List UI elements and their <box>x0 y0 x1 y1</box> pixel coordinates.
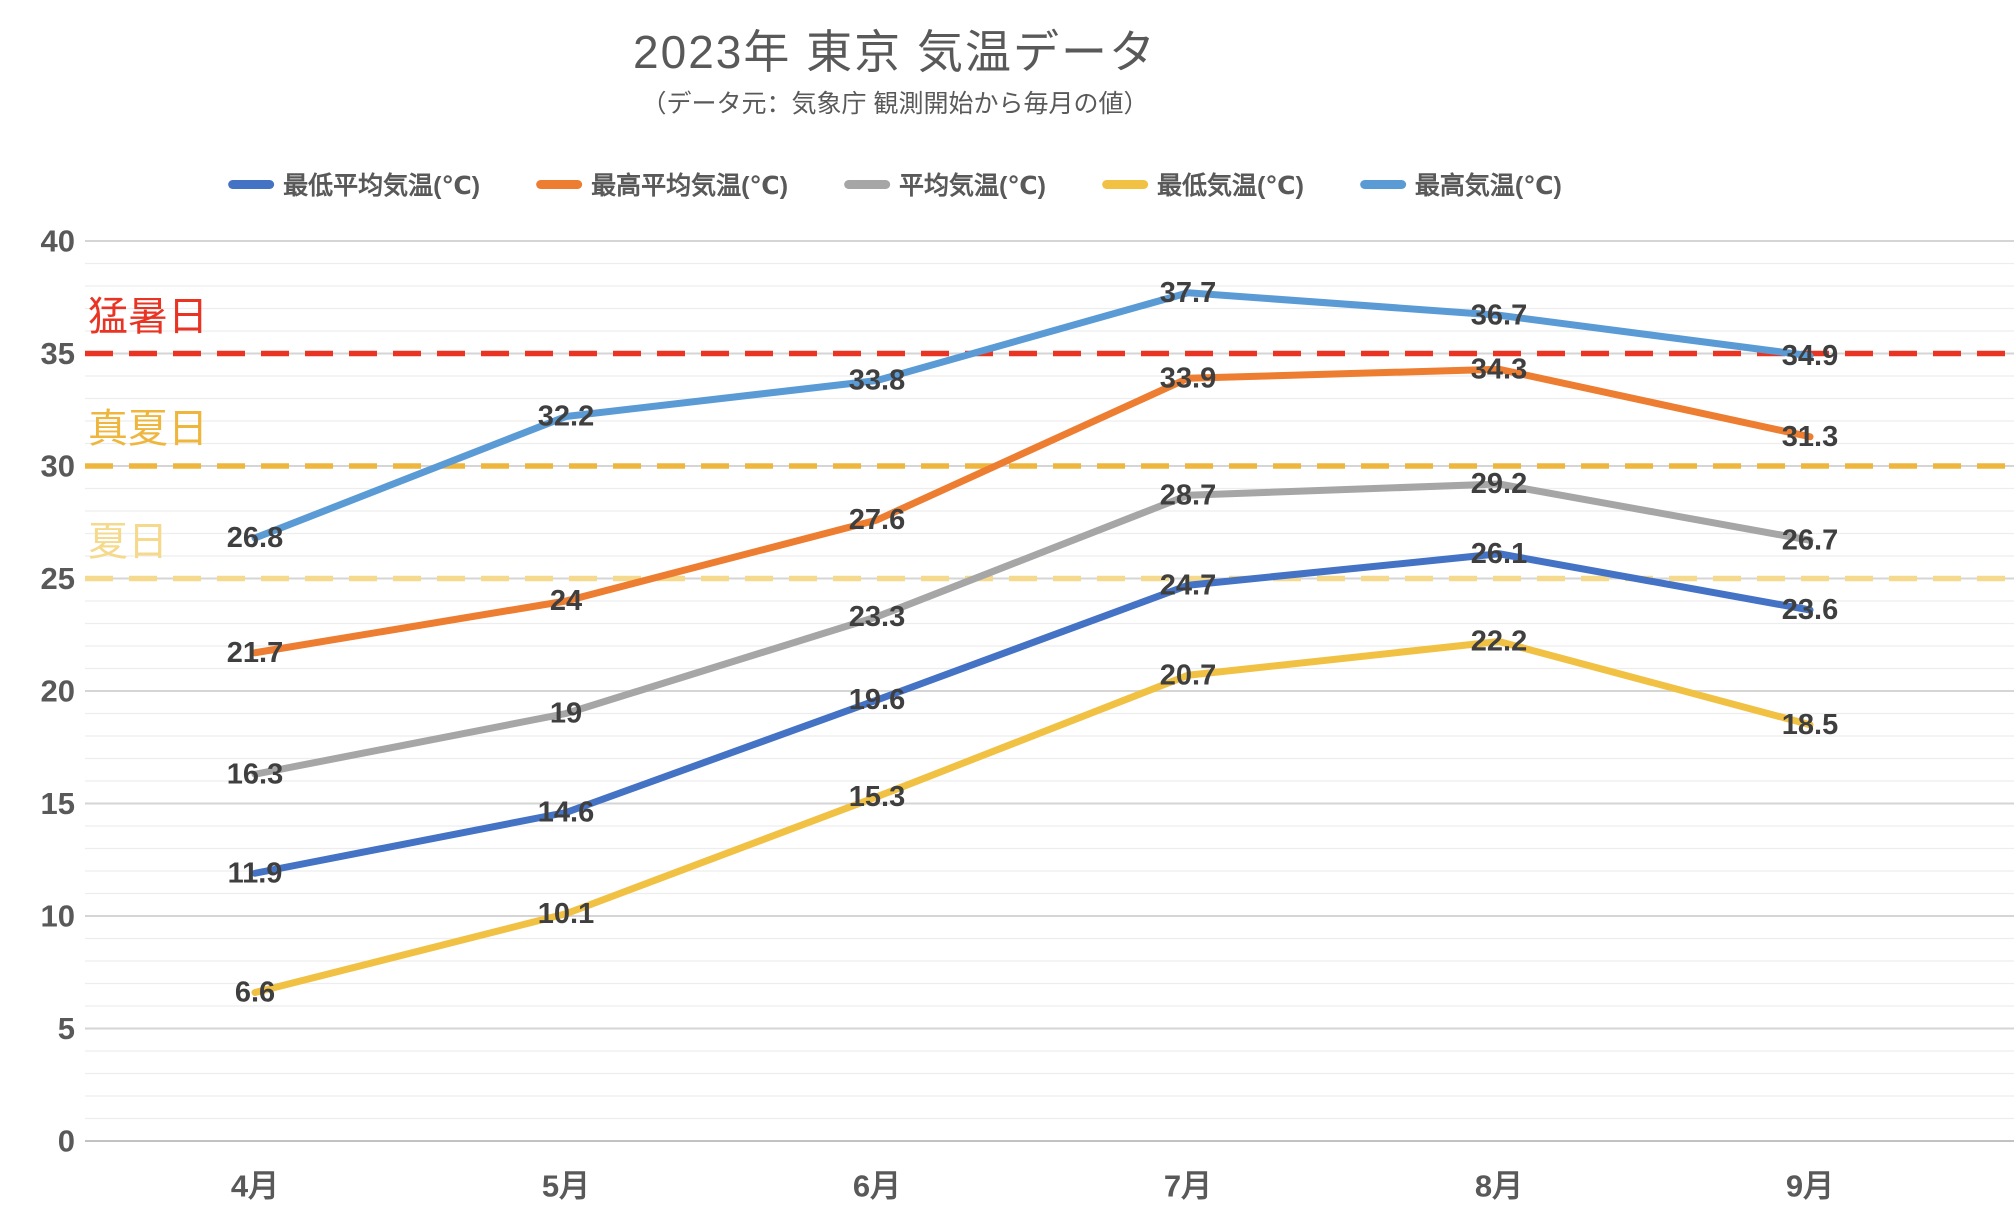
chart-legend: 最低平均気温(℃) 最高平均気温(℃) 平均気温(℃) 最低気温(℃) 最高気温(℃) <box>228 166 1562 202</box>
series-line-3 <box>251 638 1814 996</box>
y-tick-label: 35 <box>41 336 75 371</box>
x-tick-label: 9月 <box>1786 1169 1834 1204</box>
data-label: 23.3 <box>849 601 905 633</box>
data-label: 26.1 <box>1471 538 1527 570</box>
legend-label: 最低平均気温(℃) <box>283 172 481 200</box>
data-label: 37.7 <box>1160 277 1216 309</box>
data-label: 22.2 <box>1471 626 1527 658</box>
x-tick-label: 8月 <box>1475 1169 1523 1204</box>
y-tick-label: 10 <box>41 899 75 934</box>
reference-line-label-2: 夏日 <box>88 519 168 564</box>
data-label: 26.8 <box>227 522 283 554</box>
y-tick-label: 0 <box>58 1124 75 1159</box>
y-tick-label: 5 <box>58 1011 75 1046</box>
x-axis-labels: 4月 5月 6月 7月 8月 9月 <box>231 1169 1834 1204</box>
legend-item-0: 最低平均気温(℃) <box>228 166 480 202</box>
reference-line-label-1: 真夏日 <box>88 407 208 451</box>
reference-line-label-0: 猛暑日 <box>88 294 208 339</box>
data-label: 31.3 <box>1782 421 1838 453</box>
y-tick-label: 30 <box>41 449 75 484</box>
chart-title: 2023年 東京 気温データ <box>633 26 1157 78</box>
legend-item-1: 最高平均気温(℃) <box>536 166 788 202</box>
x-tick-label: 7月 <box>1164 1169 1212 1204</box>
legend-label: 最高平均気温(℃) <box>591 172 789 200</box>
reference-lines <box>85 350 2014 582</box>
data-label: 10.1 <box>538 898 594 930</box>
series-line-0 <box>251 550 1814 877</box>
series-lines <box>251 289 1814 996</box>
data-label: 28.7 <box>1160 479 1216 511</box>
y-tick-label: 20 <box>41 674 75 709</box>
legend-label: 平均気温(℃) <box>899 172 1046 200</box>
legend-swatch-icon <box>1359 179 1406 189</box>
data-label: 21.7 <box>227 637 283 669</box>
legend-item-2: 平均気温(℃) <box>844 166 1046 202</box>
chart-subtitle: （データ元：気象庁 観測開始から毎月の値） <box>641 90 1149 118</box>
series-line-2 <box>251 480 1814 778</box>
legend-swatch-icon <box>536 179 583 189</box>
data-label: 36.7 <box>1471 299 1527 331</box>
data-label: 24 <box>550 585 582 617</box>
y-tick-label: 25 <box>41 561 75 596</box>
x-tick-label: 4月 <box>231 1169 279 1204</box>
legend-label: 最低気温(℃) <box>1156 172 1304 200</box>
data-label: 18.5 <box>1782 709 1838 741</box>
data-label: 24.7 <box>1160 569 1216 601</box>
x-tick-label: 5月 <box>542 1169 590 1204</box>
series-line-4 <box>251 289 1814 542</box>
data-label: 23.6 <box>1782 594 1838 626</box>
legend-swatch-icon <box>1101 179 1148 189</box>
legend-swatch-icon <box>228 179 275 189</box>
y-tick-label: 40 <box>41 224 75 259</box>
data-label: 16.3 <box>227 758 283 790</box>
data-label: 27.6 <box>849 504 905 536</box>
data-label: 11.9 <box>228 857 283 889</box>
data-label: 19.6 <box>849 684 905 716</box>
data-label: 14.6 <box>538 797 594 829</box>
y-axis-labels: 0 5 10 15 20 25 30 35 40 <box>41 224 75 1159</box>
data-label: 34.3 <box>1471 353 1527 385</box>
legend-item-3: 最低気温(℃) <box>1101 166 1304 202</box>
legend-swatch-icon <box>844 179 891 189</box>
data-label: 33.8 <box>849 365 905 397</box>
legend-item-4: 最高気温(℃) <box>1359 166 1562 202</box>
series-line-1 <box>251 365 1814 657</box>
data-label: 29.2 <box>1471 468 1527 500</box>
legend-label: 最高気温(℃) <box>1414 172 1562 200</box>
data-label: 33.9 <box>1160 362 1216 394</box>
data-label: 20.7 <box>1160 659 1216 691</box>
data-label: 32.2 <box>538 401 594 433</box>
data-label: 26.7 <box>1782 524 1838 556</box>
data-labels: 11.9 14.6 19.6 24.7 26.1 23.6 21.7 24 27.6 33.9 34… <box>227 277 1838 1009</box>
gridlines <box>85 240 2014 1142</box>
y-tick-label: 15 <box>41 786 75 821</box>
data-label: 6.6 <box>235 977 275 1009</box>
data-label: 19 <box>550 698 582 730</box>
x-tick-label: 6月 <box>853 1169 901 1204</box>
data-label: 15.3 <box>849 781 905 813</box>
data-label: 34.9 <box>1782 340 1838 372</box>
